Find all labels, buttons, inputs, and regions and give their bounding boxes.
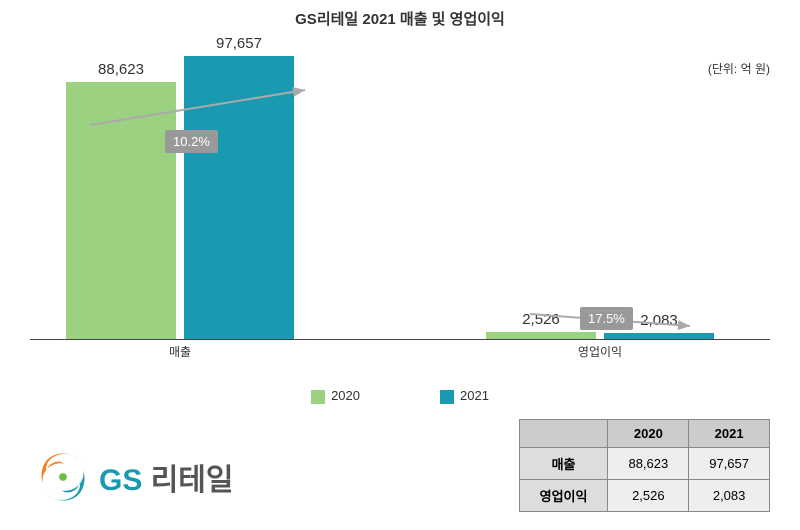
bar-value-label: 88,623 xyxy=(71,61,171,78)
table-cell: 2,526 xyxy=(608,480,689,512)
bar-chart: 88,62397,657매출2,5262,083영업이익10.2%17.5% xyxy=(30,30,770,360)
table-header-cell: 2020 xyxy=(608,420,689,448)
logo-text: GS 리테일 xyxy=(99,455,234,499)
category-label: 영업이익 xyxy=(578,343,622,360)
logo-text-rest: 리테일 xyxy=(142,464,233,497)
table-row-header: 영업이익 xyxy=(519,480,608,512)
table-cell: 97,657 xyxy=(689,448,770,480)
legend-label: 2021 xyxy=(460,388,489,403)
chart-title: GS리테일 2021 매출 및 영업이익 xyxy=(0,0,800,29)
legend-item: 2020 xyxy=(311,388,360,404)
data-table: 20202021 매출88,62397,657영업이익2,5262,083 xyxy=(519,419,770,512)
change-badge: 17.5% xyxy=(580,307,633,330)
legend-swatch xyxy=(440,390,454,404)
bar xyxy=(66,82,176,339)
legend: 2020 2021 xyxy=(0,388,800,404)
legend-swatch xyxy=(311,390,325,404)
bar xyxy=(604,333,714,339)
logo-swirl-icon xyxy=(35,449,91,505)
category-label: 매출 xyxy=(169,343,191,360)
table-cell: 2,083 xyxy=(689,480,770,512)
company-logo: GS 리테일 xyxy=(35,449,234,505)
bar xyxy=(486,332,596,339)
table-header-cell xyxy=(519,420,608,448)
bar-value-label: 2,526 xyxy=(491,311,591,328)
bar xyxy=(184,56,294,339)
table-row-header: 매출 xyxy=(519,448,608,480)
table-row: 영업이익2,5262,083 xyxy=(519,480,769,512)
table-row: 매출88,62397,657 xyxy=(519,448,769,480)
change-badge: 10.2% xyxy=(165,130,218,153)
legend-item: 2021 xyxy=(440,388,489,404)
legend-label: 2020 xyxy=(331,388,360,403)
table-cell: 88,623 xyxy=(608,448,689,480)
chart-baseline xyxy=(30,339,770,340)
bar-value-label: 97,657 xyxy=(189,35,289,52)
table-header-cell: 2021 xyxy=(689,420,770,448)
logo-text-gs: GS xyxy=(99,464,142,497)
